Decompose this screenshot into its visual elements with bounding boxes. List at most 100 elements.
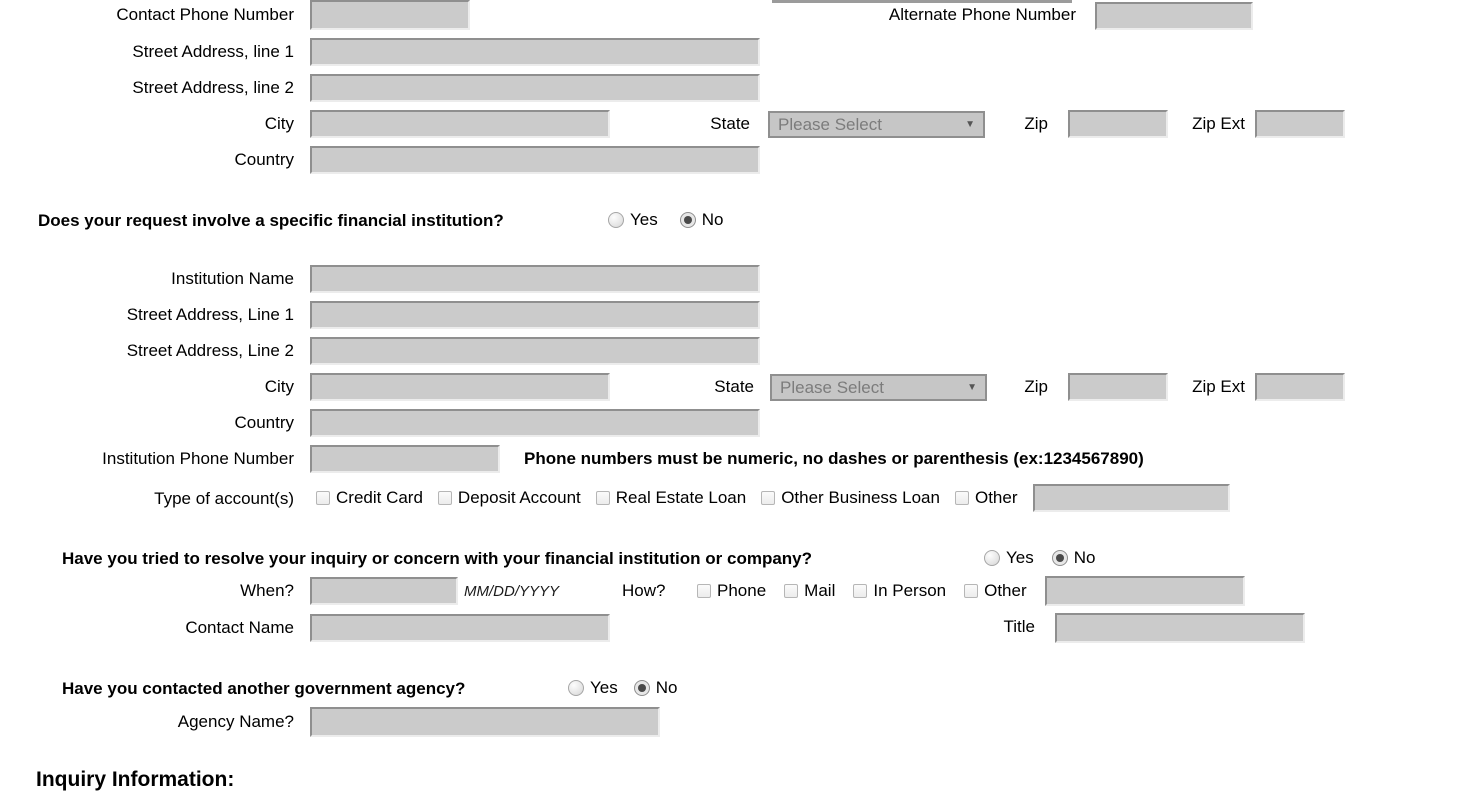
resolve-question-yes-option[interactable]: Yes (984, 548, 1034, 568)
institution-country-input[interactable] (310, 409, 760, 437)
institution-city-label: City (264, 377, 294, 396)
checkbox-unchecked-icon[interactable] (954, 491, 969, 505)
institution-zip-ext-input[interactable] (1255, 373, 1345, 401)
inquiry-information-heading: Inquiry Information: (36, 768, 235, 791)
how-option-label: In Person (873, 581, 947, 600)
institution-country-label: Country (234, 413, 294, 432)
checkbox-unchecked-icon[interactable] (761, 491, 776, 505)
institution-state-selected-value: Please Select (780, 377, 884, 397)
agency-name-label: Agency Name? (177, 712, 294, 731)
contact-zip-ext-input[interactable] (1255, 110, 1345, 138)
contact-street2-label: Street Address, line 2 (132, 78, 294, 97)
no-option-label: No (1073, 548, 1096, 567)
contact-phone-label: Contact Phone Number (116, 5, 294, 24)
radio-unchecked-icon[interactable] (984, 550, 1000, 566)
contact-country-input[interactable] (310, 146, 760, 174)
account-type-credit-card-option[interactable]: Credit Card (316, 488, 423, 508)
account-type-real-estate-loan-option[interactable]: Real Estate Loan (595, 488, 747, 508)
resolve-contact-name-label: Contact Name (185, 618, 294, 637)
account-type-group: Credit Card Deposit Account Real Estate … (316, 484, 1230, 512)
institution-state-select[interactable]: Please Select ▼ (770, 374, 987, 401)
when-date-input[interactable] (310, 577, 458, 605)
institution-phone-label: Institution Phone Number (102, 449, 294, 468)
institution-street2-input[interactable] (310, 337, 760, 365)
checkbox-unchecked-icon[interactable] (697, 584, 711, 598)
account-type-other-option[interactable]: Other (954, 488, 1018, 508)
institution-street1-label: Street Address, Line 1 (126, 305, 294, 324)
agency-question-text: Have you contacted another government ag… (62, 679, 466, 698)
contact-country-label: Country (234, 150, 294, 169)
institution-question-yes-option[interactable]: Yes (608, 210, 658, 230)
checkbox-unchecked-icon[interactable] (853, 584, 868, 598)
resolve-question-options: Yes No (984, 548, 1095, 568)
account-type-option-label: Real Estate Loan (615, 488, 747, 507)
checkbox-unchecked-icon[interactable] (437, 491, 452, 505)
institution-zip-input[interactable] (1068, 373, 1168, 401)
agency-name-input[interactable] (310, 707, 660, 737)
account-type-option-label: Other (974, 488, 1018, 507)
cutoff-field-edge (772, 0, 1072, 3)
contact-street1-input[interactable] (310, 38, 760, 66)
radio-unchecked-icon[interactable] (568, 680, 584, 696)
checkbox-unchecked-icon[interactable] (595, 491, 610, 505)
institution-question-text: Does your request involve a specific fin… (38, 211, 504, 230)
account-type-deposit-account-option[interactable]: Deposit Account (437, 488, 581, 508)
resolve-title-label: Title (1003, 617, 1036, 636)
account-type-label: Type of account(s) (154, 489, 294, 508)
institution-phone-input[interactable] (310, 445, 500, 473)
institution-city-input[interactable] (310, 373, 610, 401)
resolve-contact-name-input[interactable] (310, 614, 610, 642)
chevron-down-icon: ▼ (965, 119, 975, 130)
contact-city-input[interactable] (310, 110, 610, 138)
phone-format-note: Phone numbers must be numeric, no dashes… (524, 449, 1144, 468)
how-phone-option[interactable]: Phone (697, 581, 766, 601)
checkbox-unchecked-icon[interactable] (784, 584, 799, 598)
yes-option-label: Yes (1006, 548, 1034, 567)
contact-city-label: City (264, 114, 294, 133)
contact-zip-label: Zip (1024, 114, 1048, 133)
contact-state-select[interactable]: Please Select ▼ (768, 111, 985, 138)
account-type-other-input[interactable] (1032, 484, 1230, 512)
how-label: How? (622, 581, 666, 600)
institution-name-label: Institution Name (171, 269, 294, 288)
yes-option-label: Yes (630, 210, 658, 229)
institution-street1-input[interactable] (310, 301, 760, 329)
resolve-question-no-option[interactable]: No (1051, 548, 1096, 568)
date-format-hint: MM/DD/YYYY (464, 583, 560, 600)
how-mail-option[interactable]: Mail (784, 581, 835, 601)
radio-checked-icon[interactable] (633, 680, 650, 696)
agency-question-yes-option[interactable]: Yes (568, 678, 618, 698)
institution-street2-label: Street Address, Line 2 (126, 341, 294, 360)
checkbox-unchecked-icon[interactable] (316, 491, 330, 505)
how-other-option[interactable]: Other (964, 581, 1027, 601)
account-type-other-business-loan-option[interactable]: Other Business Loan (761, 488, 940, 508)
contact-state-label: State (710, 114, 750, 133)
radio-checked-icon[interactable] (679, 212, 696, 228)
agency-question-no-option[interactable]: No (633, 678, 678, 698)
when-label: When? (240, 581, 294, 600)
institution-question-no-option[interactable]: No (679, 210, 723, 230)
contact-phone-input[interactable] (310, 0, 470, 30)
alternate-phone-input[interactable] (1095, 2, 1253, 30)
agency-question-options: Yes No (568, 678, 677, 698)
resolve-question-text: Have you tried to resolve your inquiry o… (62, 549, 813, 568)
radio-unchecked-icon[interactable] (608, 212, 624, 228)
institution-name-input[interactable] (310, 265, 760, 293)
institution-zip-label: Zip (1024, 377, 1048, 396)
no-option-label: No (655, 678, 678, 697)
how-group: Phone Mail In Person Other (697, 576, 1245, 606)
how-option-label: Other (984, 581, 1027, 600)
how-option-label: Phone (717, 581, 767, 600)
how-other-input[interactable] (1044, 576, 1245, 606)
institution-question-options: Yes No (608, 210, 723, 230)
contact-street2-input[interactable] (310, 74, 760, 102)
resolve-title-input[interactable] (1055, 613, 1305, 643)
account-type-option-label: Credit Card (336, 488, 423, 507)
contact-zip-input[interactable] (1068, 110, 1168, 138)
radio-checked-icon[interactable] (1051, 550, 1068, 566)
how-in-person-option[interactable]: In Person (853, 581, 946, 601)
checkbox-unchecked-icon[interactable] (964, 584, 979, 598)
institution-state-label: State (714, 377, 754, 396)
chevron-down-icon: ▼ (967, 382, 977, 393)
